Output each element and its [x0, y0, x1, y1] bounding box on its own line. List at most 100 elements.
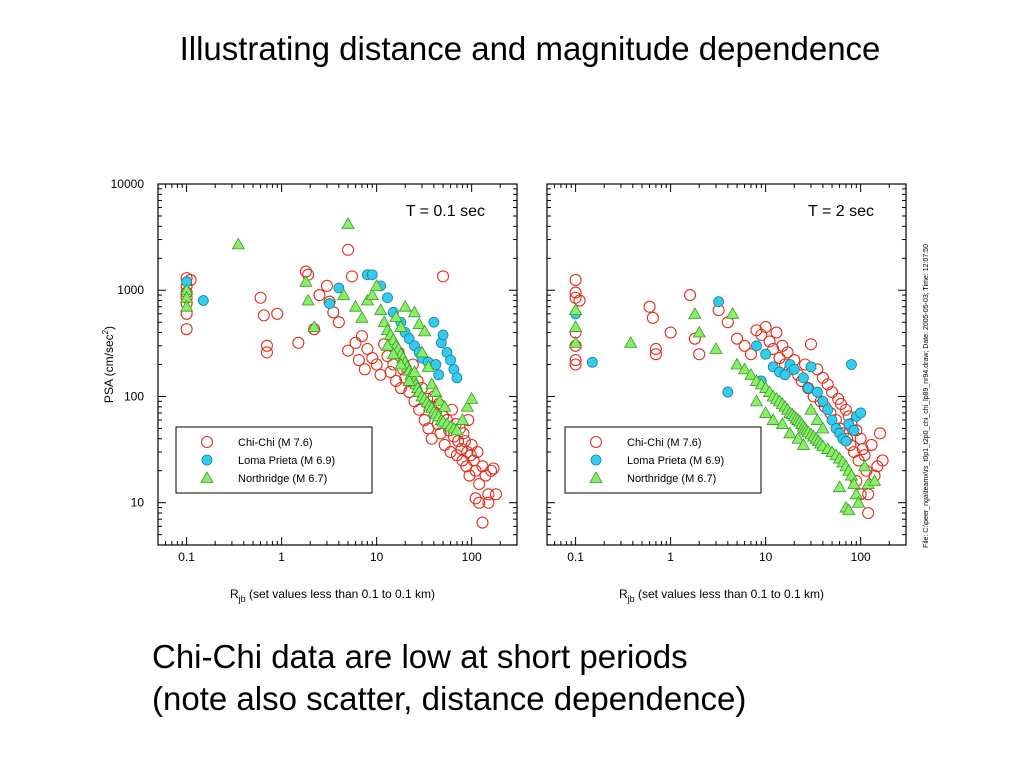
data-point — [796, 438, 811, 450]
data-point — [358, 363, 371, 376]
data-point — [867, 474, 882, 486]
data-point — [366, 352, 379, 365]
data-point — [432, 394, 447, 407]
legend-marker — [590, 454, 602, 466]
data-point — [450, 423, 464, 436]
file-note: File: C:\peer_nga\teamx\rs_t0p1_t2p0_chi… — [923, 244, 930, 548]
data-point — [851, 495, 866, 508]
legend-marker — [589, 471, 603, 483]
data-point — [755, 328, 768, 341]
data-point — [643, 300, 656, 313]
data-point — [437, 399, 452, 412]
panel-title: T = 0.1 sec — [406, 203, 485, 220]
data-point — [349, 336, 362, 349]
legend-entry: Northridge (M 6.7) — [238, 473, 327, 485]
data-point — [846, 359, 857, 370]
data-point — [839, 403, 852, 416]
data-point — [649, 348, 662, 361]
series-2 — [570, 296, 867, 447]
data-point — [464, 392, 479, 404]
data-point — [370, 358, 383, 371]
data-point — [324, 298, 336, 309]
data-point — [489, 488, 502, 501]
data-point — [429, 385, 443, 397]
data-point — [337, 288, 351, 301]
data-point — [369, 279, 384, 291]
data-point — [444, 445, 457, 459]
x-tick-label: 0.1 — [178, 550, 195, 564]
data-point — [855, 407, 867, 419]
legend-entry: Chi-Chi (M 7.6) — [627, 437, 702, 449]
data-point — [586, 356, 598, 368]
data-point — [380, 338, 395, 351]
data-point — [573, 294, 586, 307]
x-tick-label: 10 — [759, 550, 773, 564]
data-point — [482, 496, 495, 509]
y-tick-label: 10000 — [111, 177, 145, 191]
data-point — [844, 468, 859, 481]
data-point — [365, 288, 379, 301]
legend-marker — [200, 471, 214, 483]
data-point — [744, 348, 757, 361]
y-axis-label: PSA (cm/sec2) — [101, 326, 116, 403]
data-point — [688, 332, 701, 345]
data-point — [473, 477, 486, 491]
chart-panel-2: 0.1 1 10 100 Rjb (set values less than 0.1 t… — [546, 183, 907, 604]
data-point — [763, 335, 776, 348]
data-point — [299, 275, 313, 287]
data-point — [394, 382, 407, 395]
data-point — [398, 299, 412, 312]
data-point — [775, 417, 790, 429]
data-point — [260, 339, 273, 352]
data-point — [749, 394, 764, 407]
legend: Chi-Chi (M 7.6) Loma Prieta (M 6.9) Northr… — [175, 426, 373, 494]
data-point — [773, 352, 786, 365]
data-point — [857, 459, 872, 472]
x-tick-label: 0.1 — [567, 550, 584, 564]
data-point — [257, 309, 270, 322]
slide-title: Illustrating distance and magnitude depe… — [179, 30, 881, 67]
data-point — [463, 469, 476, 482]
data-point — [402, 374, 416, 386]
data-point — [876, 454, 889, 467]
data-point — [180, 323, 193, 336]
data-point — [307, 320, 321, 332]
data-point — [730, 357, 744, 370]
legend-entry: Northridge (M 6.7) — [627, 473, 716, 485]
data-point — [722, 386, 734, 398]
data-point — [412, 317, 426, 330]
panel-title: T = 2 sec — [808, 203, 874, 220]
data-point — [366, 269, 378, 281]
data-point — [320, 279, 334, 292]
data-point — [568, 320, 583, 332]
data-point — [373, 303, 388, 316]
data-point — [355, 330, 368, 343]
data-point — [254, 291, 267, 304]
x-tick-label: 100 — [462, 550, 482, 564]
data-point — [473, 496, 486, 509]
data-point — [798, 372, 809, 384]
data-point — [726, 307, 740, 319]
data-point — [437, 329, 449, 341]
data-point — [485, 464, 498, 477]
data-point — [469, 464, 482, 477]
data-point — [766, 413, 780, 425]
legend-marker — [201, 454, 213, 466]
data-point — [826, 386, 839, 399]
data-point — [664, 326, 677, 339]
x-tick-label: 100 — [851, 550, 871, 564]
data-point — [469, 492, 482, 505]
slide-caption: Chi-Chi data are low at short periods (n… — [152, 636, 746, 720]
caption-line-2: (note also scatter, distance dependence) — [152, 680, 747, 717]
data-point — [415, 345, 429, 358]
data-point — [374, 368, 387, 381]
data-point — [779, 369, 791, 381]
data-point — [384, 365, 397, 379]
data-point — [445, 354, 456, 366]
data-point — [260, 346, 273, 359]
data-point — [451, 372, 463, 384]
data-point — [476, 516, 489, 529]
data-point — [821, 378, 834, 391]
data-point — [433, 369, 445, 381]
series-3 — [179, 217, 479, 436]
